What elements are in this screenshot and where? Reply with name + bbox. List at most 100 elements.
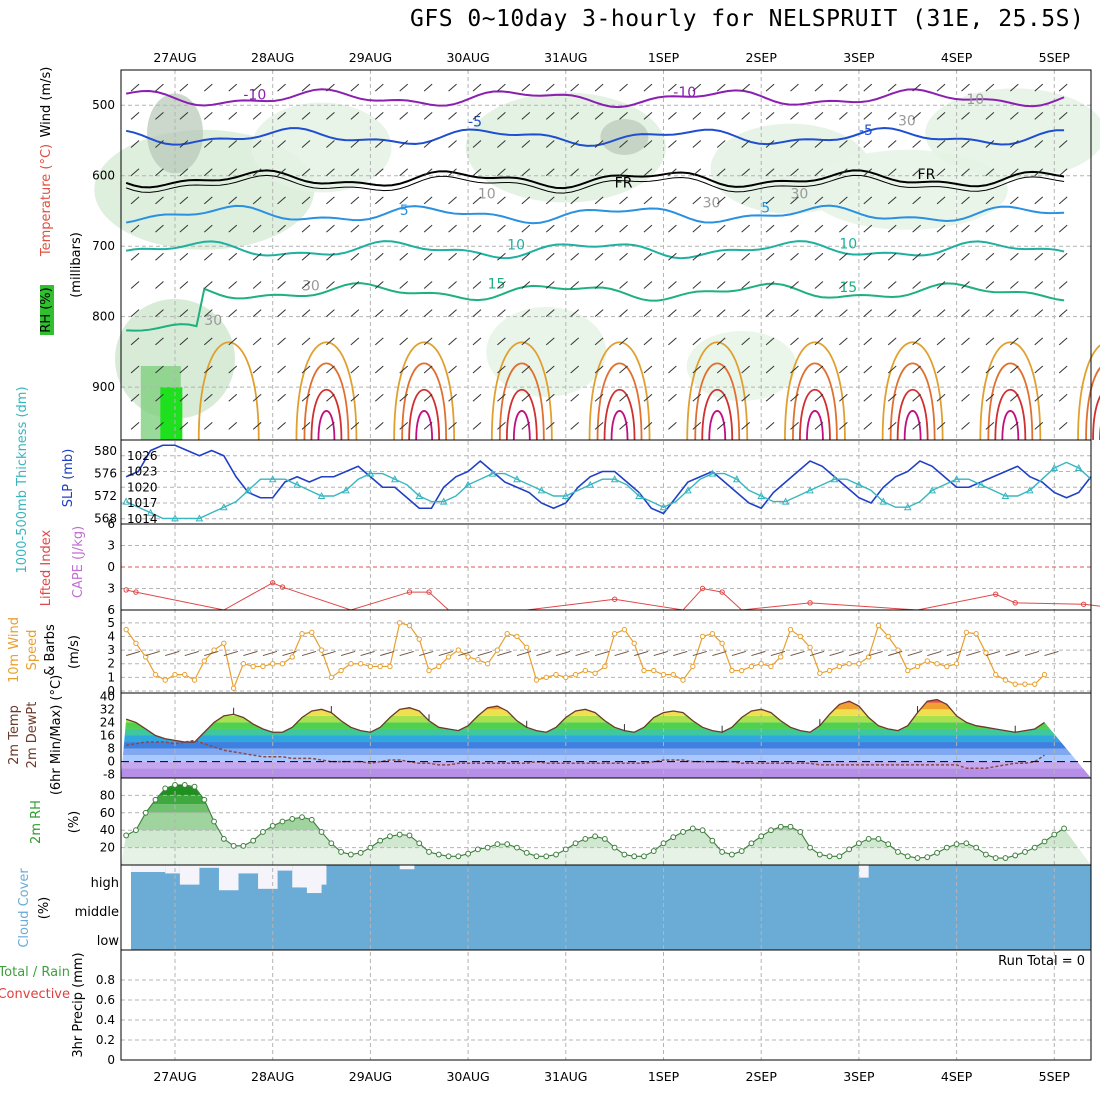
wind-barb bbox=[1010, 422, 1019, 430]
warm-loop-5-3 bbox=[708, 410, 727, 441]
wind-barb bbox=[179, 140, 189, 148]
wind-barb bbox=[985, 196, 995, 205]
wind-barb bbox=[326, 224, 335, 233]
temp-tick-16: 16 bbox=[100, 729, 115, 743]
wind-barb bbox=[326, 422, 335, 430]
wind-barb bbox=[716, 337, 726, 346]
wind-barb bbox=[545, 196, 555, 205]
wind-barb bbox=[668, 281, 677, 289]
wind-barb bbox=[643, 140, 653, 148]
wind-barb bbox=[619, 365, 628, 374]
ylabel-convective: Convective bbox=[0, 987, 70, 1002]
wind-point-48 bbox=[592, 670, 598, 676]
wind-barb bbox=[716, 140, 726, 148]
wind-barb bbox=[912, 365, 921, 374]
warm-loop-3-3 bbox=[512, 410, 531, 441]
wind-barb bbox=[716, 224, 726, 233]
wind-barb bbox=[1010, 309, 1019, 318]
wind-barb bbox=[179, 393, 189, 402]
wind-barb bbox=[765, 83, 775, 92]
wind-barb bbox=[179, 252, 189, 261]
wind-barb bbox=[961, 168, 970, 177]
wind-barb bbox=[350, 309, 360, 318]
date-bottom-30AUG: 30AUG bbox=[446, 1069, 489, 1084]
cloud-high-gap-1 bbox=[165, 865, 180, 874]
panel-border-precip bbox=[120, 949, 1092, 1061]
wind-point-90 bbox=[1002, 677, 1009, 683]
wind-barb bbox=[692, 365, 702, 374]
wind-barb bbox=[545, 83, 555, 92]
wind-barb bbox=[423, 393, 433, 402]
wind-barb bbox=[790, 140, 799, 148]
wind-barb bbox=[155, 83, 164, 92]
wind-barb bbox=[814, 309, 824, 318]
wind-point-44 bbox=[553, 671, 559, 678]
warm-loop-0-0 bbox=[197, 341, 260, 441]
wind-barb bbox=[326, 140, 335, 148]
date-top-29AUG: 29AUG bbox=[349, 50, 392, 65]
wind-barb bbox=[741, 83, 750, 92]
li-tick--3: 3 bbox=[107, 539, 115, 553]
wind-barb bbox=[863, 224, 873, 233]
wind-barb bbox=[1010, 281, 1019, 289]
wind-barb bbox=[887, 337, 897, 346]
rh-bands bbox=[121, 784, 1091, 865]
wind-barb bbox=[912, 393, 921, 402]
wind-barb-10m-94 bbox=[1044, 650, 1059, 657]
wind-point-23 bbox=[348, 661, 354, 667]
wind-barb bbox=[277, 168, 286, 177]
wind-barb bbox=[741, 111, 750, 120]
wind-barb bbox=[643, 393, 653, 402]
wind-point-81 bbox=[914, 663, 921, 670]
contour-label-16: 30 bbox=[791, 186, 809, 202]
wind-barb bbox=[619, 140, 628, 148]
wind-barb-10m-38 bbox=[497, 650, 512, 657]
thickness-point-34 bbox=[537, 486, 546, 494]
wind-barb bbox=[741, 422, 750, 430]
wind-barb bbox=[741, 252, 750, 261]
thickness-point-78 bbox=[1074, 463, 1083, 471]
wind-point-85 bbox=[953, 661, 960, 667]
wind-barb bbox=[814, 422, 824, 430]
wind-barb bbox=[350, 393, 360, 402]
wind-barb bbox=[472, 196, 482, 205]
rh2m-point-63 bbox=[738, 848, 745, 854]
ylabel-cloud: Cloud Cover bbox=[17, 868, 32, 948]
wind-barb bbox=[814, 168, 824, 177]
contour-label-1: -10 bbox=[673, 85, 696, 101]
wind-barb bbox=[790, 168, 799, 177]
wind-barb bbox=[252, 422, 262, 430]
rh-tick-80: 80 bbox=[100, 788, 115, 802]
wind-barb bbox=[252, 196, 262, 205]
wind-barb bbox=[887, 168, 897, 177]
wind-point-56 bbox=[670, 671, 676, 678]
wind-barb bbox=[399, 365, 409, 374]
wind-point-72 bbox=[826, 667, 833, 674]
wind-point-13 bbox=[250, 663, 256, 670]
wind-barb bbox=[423, 365, 433, 374]
wind-barb bbox=[130, 111, 140, 120]
wind-point-67 bbox=[778, 654, 784, 660]
wind-barb bbox=[472, 83, 482, 92]
contour-label-0: -10 bbox=[243, 88, 266, 104]
wind-barb bbox=[521, 309, 531, 318]
wind-barb bbox=[155, 393, 164, 402]
wind-barb bbox=[350, 252, 360, 261]
wind-barb bbox=[203, 224, 213, 233]
rh-band-0 bbox=[121, 847, 1091, 865]
wind-barb bbox=[472, 393, 482, 402]
slp-tick-1017: 1017 bbox=[127, 496, 158, 510]
wind-barb bbox=[594, 422, 604, 430]
wind-barb bbox=[350, 111, 360, 120]
wind-barb bbox=[179, 224, 189, 233]
wind-barb bbox=[521, 140, 531, 148]
date-bottom-5SEP: 5SEP bbox=[1039, 1069, 1071, 1084]
wind-point-43 bbox=[543, 674, 549, 681]
wind-barb bbox=[179, 111, 189, 120]
date-bottom-31AUG: 31AUG bbox=[544, 1069, 587, 1084]
rh-shade-5 bbox=[925, 88, 1100, 179]
rh2m-point-23 bbox=[347, 851, 354, 858]
wind-barb bbox=[863, 393, 873, 402]
wind-barb bbox=[839, 252, 848, 261]
thickness-point-18 bbox=[342, 486, 350, 494]
